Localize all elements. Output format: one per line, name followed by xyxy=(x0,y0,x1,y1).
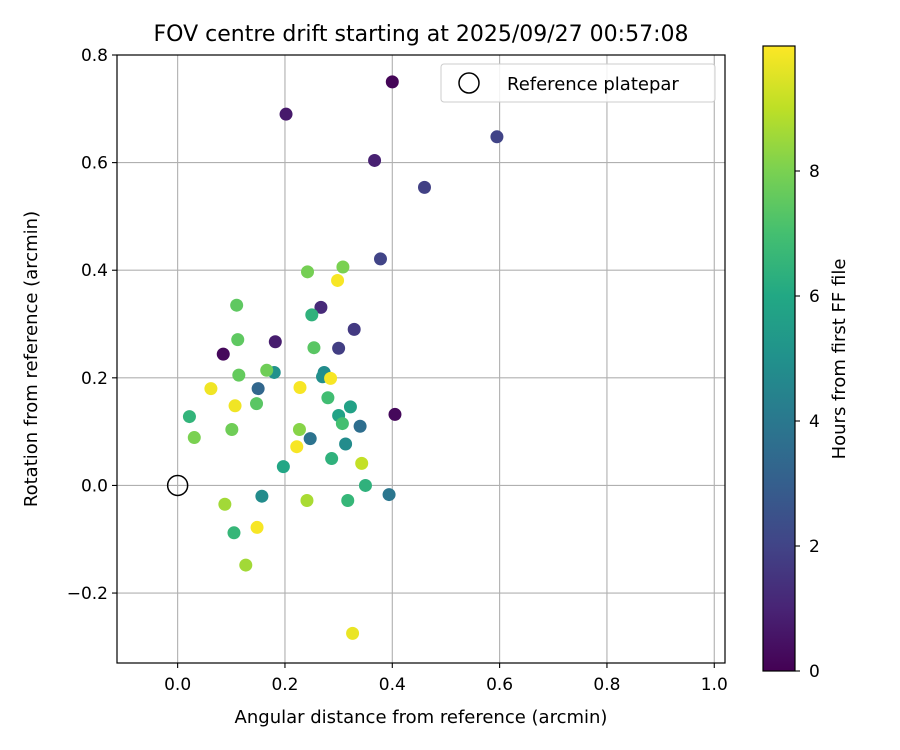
data-point xyxy=(339,437,353,451)
data-point xyxy=(382,488,396,502)
x-tick-label: 0.0 xyxy=(164,675,191,695)
data-point xyxy=(325,452,339,466)
colorbar-label: Hours from first FF file xyxy=(829,259,850,460)
y-tick-label: −0.2 xyxy=(67,584,108,604)
data-point xyxy=(368,153,382,167)
data-point xyxy=(305,308,319,322)
colorbar-tick-label: 0 xyxy=(809,662,820,682)
data-point xyxy=(347,322,361,336)
data-point xyxy=(279,107,293,121)
colorbar-gradient xyxy=(762,45,796,672)
data-point xyxy=(187,431,201,445)
data-point xyxy=(268,335,282,349)
data-point xyxy=(228,399,242,413)
legend-marker-icon xyxy=(458,72,480,94)
x-tick-label: 0.2 xyxy=(271,675,298,695)
data-point xyxy=(307,341,321,355)
legend-label: Reference platepar xyxy=(507,74,679,95)
data-point xyxy=(303,432,317,446)
data-point xyxy=(300,494,314,508)
scatter-points xyxy=(182,75,504,640)
colorbar-tick-label: 6 xyxy=(809,287,820,307)
x-tick-label: 0.8 xyxy=(593,675,620,695)
legend: Reference platepar xyxy=(440,63,716,103)
data-point xyxy=(385,75,399,89)
colorbar-tick-label: 2 xyxy=(809,537,820,557)
colorbar-ticks: 0 2 4 6 8 xyxy=(795,162,820,682)
data-point xyxy=(276,460,290,474)
data-point xyxy=(231,333,245,347)
grid xyxy=(117,54,725,663)
data-point xyxy=(388,407,402,421)
data-point xyxy=(227,526,241,540)
data-point xyxy=(292,422,306,436)
data-point xyxy=(250,397,264,411)
plot-frame xyxy=(116,54,726,664)
data-point xyxy=(343,400,357,414)
data-point xyxy=(335,417,349,431)
x-tick-label: 0.6 xyxy=(486,675,513,695)
x-axis-ticks: 0.0 0.2 0.4 0.6 0.8 1.0 xyxy=(164,663,728,695)
data-point xyxy=(490,130,504,144)
data-point xyxy=(341,494,355,508)
data-point xyxy=(417,180,431,194)
data-point xyxy=(331,273,345,287)
data-point xyxy=(332,341,346,355)
data-point xyxy=(353,419,367,433)
y-axis-ticks: −0.2 0.0 0.2 0.4 0.6 0.8 xyxy=(67,46,117,604)
data-point xyxy=(255,489,269,503)
data-point xyxy=(314,300,328,314)
reference-platepar-marker xyxy=(166,474,189,497)
chart-title: FOV centre drift starting at 2025/09/27 … xyxy=(154,22,689,47)
y-tick-label: 0.0 xyxy=(81,476,108,496)
colorbar: 0 2 4 6 8 Hours from first FF file xyxy=(762,45,850,682)
data-point xyxy=(260,363,274,377)
y-tick-label: 0.2 xyxy=(81,369,108,389)
data-point xyxy=(373,252,387,266)
data-point xyxy=(321,391,335,405)
data-point xyxy=(182,410,196,424)
x-tick-label: 0.4 xyxy=(379,675,406,695)
y-tick-label: 0.6 xyxy=(81,154,108,174)
y-tick-label: 0.8 xyxy=(81,46,108,66)
data-point xyxy=(301,265,315,279)
data-point xyxy=(336,260,350,274)
data-point xyxy=(225,422,239,436)
data-point xyxy=(293,381,307,395)
data-point xyxy=(251,382,265,396)
colorbar-tick-label: 8 xyxy=(809,162,820,182)
data-point xyxy=(230,298,244,312)
data-point xyxy=(290,440,304,454)
data-point xyxy=(355,456,369,470)
data-point xyxy=(324,371,338,385)
x-tick-label: 1.0 xyxy=(701,675,728,695)
data-point xyxy=(232,368,246,382)
y-tick-label: 0.4 xyxy=(81,261,108,281)
colorbar-tick-label: 4 xyxy=(809,412,820,432)
data-point xyxy=(358,478,372,492)
data-point xyxy=(250,520,264,534)
data-point xyxy=(216,347,230,361)
legend-box xyxy=(440,63,716,103)
data-point xyxy=(204,382,218,396)
data-point xyxy=(346,626,360,640)
data-point xyxy=(218,497,232,511)
data-point xyxy=(239,558,253,572)
x-axis-label: Angular distance from reference (arcmin) xyxy=(235,707,608,728)
y-axis-label: Rotation from reference (arcmin) xyxy=(21,211,42,507)
